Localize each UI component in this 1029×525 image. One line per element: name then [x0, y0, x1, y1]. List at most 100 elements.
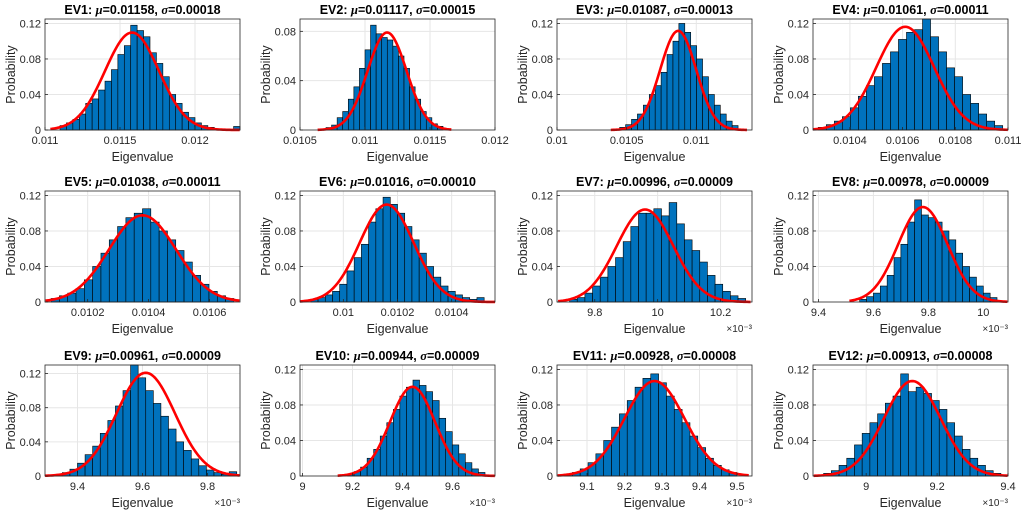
y-axis-label: Probability	[772, 391, 786, 450]
histogram-bar	[874, 76, 883, 131]
x-tick-label: 9.4	[1000, 481, 1015, 493]
histogram-bar	[642, 378, 652, 477]
x-tick-label: 0.0102	[71, 307, 105, 319]
y-tick-label: 0.04	[20, 437, 41, 449]
title-label: EV2	[320, 3, 344, 17]
histogram-bar	[91, 98, 99, 131]
histogram-bar	[190, 458, 200, 477]
axes-box	[812, 364, 1009, 477]
title-colon: :	[859, 349, 867, 363]
axes-box	[812, 190, 1009, 303]
histogram-bar	[386, 422, 394, 477]
histogram-bar	[125, 217, 135, 303]
y-tick-label: 0.08	[275, 400, 296, 412]
histogram-bar	[955, 252, 963, 303]
y-tick-label: 0	[803, 471, 809, 483]
mu-symbol: μ	[606, 175, 614, 189]
title-colon: :	[600, 175, 608, 189]
normal-fit-curve	[45, 371, 240, 478]
title-equals: =	[614, 175, 621, 189]
title-comma: ,	[926, 349, 933, 363]
title-comma: ,	[667, 3, 674, 17]
y-tick-label: 0.12	[788, 18, 809, 30]
histogram-bar	[892, 395, 902, 477]
histogram-bar	[584, 292, 593, 303]
title-equals: =	[680, 3, 687, 17]
y-tick-label: 0.08	[275, 26, 296, 38]
y-tick-label: 0	[290, 471, 296, 483]
histogram-bar	[438, 417, 447, 477]
histogram-bar	[900, 243, 909, 303]
y-axis-label: Probability	[516, 217, 530, 276]
histogram-bar	[906, 32, 915, 131]
histogram-bar	[130, 24, 138, 131]
histogram-bar	[645, 212, 655, 303]
normal-fit-curve	[557, 379, 749, 477]
y-tick-label: 0.12	[532, 190, 553, 202]
histogram-bar	[122, 390, 131, 477]
x-axis-exponent: ×10⁻³	[726, 498, 752, 509]
y-tick-label: 0.12	[275, 190, 296, 202]
y-axis-label: Probability	[772, 45, 786, 104]
x-tick-label: 9.6	[135, 481, 150, 493]
title-comma: ,	[154, 3, 161, 17]
histogram-bar	[607, 266, 616, 303]
histogram-bar	[158, 230, 168, 303]
sigma-value: 0.00013	[688, 3, 733, 17]
x-tick-label: 0.0115	[104, 135, 137, 147]
normal-fit-curve	[849, 205, 1008, 304]
histogram-bar	[153, 403, 162, 477]
x-tick-label: 9.6	[866, 307, 881, 319]
sigma-symbol: σ	[161, 3, 169, 17]
x-axis-exponent: ×10⁻³	[982, 498, 1008, 509]
mu-value: 0.01087	[622, 3, 667, 17]
x-axis-exponent: ×10⁻³	[469, 498, 495, 509]
title-colon: :	[88, 175, 96, 189]
histogram-bar	[666, 395, 675, 477]
title-equals: =	[870, 175, 877, 189]
histogram-bar	[907, 221, 915, 303]
title-equals: =	[358, 3, 365, 17]
y-tick-label: 0.04	[20, 261, 41, 273]
mu-symbol: μ	[609, 349, 617, 363]
histogram-panel-3: 0.01 0.0105 0.011 0 0.04 0.08 0.12 Eigenvalue Pr…	[516, 3, 753, 164]
title-colon: :	[88, 349, 96, 363]
x-tick-label: 9.2	[345, 481, 360, 493]
mu-value: 0.01061	[878, 3, 923, 17]
y-tick-label: 0.08	[532, 226, 553, 238]
x-tick-label: 0.0106	[886, 135, 920, 147]
x-tick-label: 9.8	[921, 307, 936, 319]
histogram-bar	[650, 373, 659, 477]
x-tick-label: 9.2	[617, 481, 632, 493]
x-tick-label: 0.0105	[610, 135, 644, 147]
histogram-bar	[386, 39, 394, 131]
x-axis-label: Eigenvalue	[112, 496, 174, 510]
title-comma: ,	[410, 175, 417, 189]
sigma-value: 0.00009	[944, 175, 989, 189]
histogram-bar	[370, 24, 377, 131]
sigma-symbol: σ	[162, 175, 170, 189]
histogram-panel-10: 9 9.2 9.4 9.6 0 0.04 0.08 0.12 ×10⁻³ Eigenvalue Pr…	[259, 349, 496, 510]
title-equals: =	[684, 349, 691, 363]
histogram-bar	[638, 212, 647, 303]
sigma-symbol: σ	[417, 175, 425, 189]
y-tick-label: 0.12	[20, 18, 41, 30]
y-tick-label: 0.08	[20, 54, 41, 66]
histogram-bar	[930, 36, 939, 131]
x-tick-label: 9	[863, 481, 869, 493]
histogram-panel-6: 0.01 0.0102 0.0104 0 0.04 0.08 0.12 Eigenvalue P…	[259, 175, 496, 336]
x-axis-label: Eigenvalue	[880, 322, 942, 336]
histogram-bar	[592, 285, 601, 303]
x-tick-label: 9.4	[395, 481, 410, 493]
y-axis-label: Probability	[4, 217, 18, 276]
panel-title: EV11: μ=0.00928, σ=0.00008	[573, 349, 736, 363]
histogram-bar	[332, 291, 341, 303]
sigma-symbol: σ	[677, 349, 685, 363]
histogram-bar	[136, 30, 144, 131]
x-tick-label: 0.0105	[283, 135, 317, 147]
histogram-bar	[382, 196, 391, 303]
histogram-bar	[175, 441, 184, 477]
histogram-bar	[389, 204, 398, 303]
x-tick-label: 0.0106	[193, 307, 227, 319]
